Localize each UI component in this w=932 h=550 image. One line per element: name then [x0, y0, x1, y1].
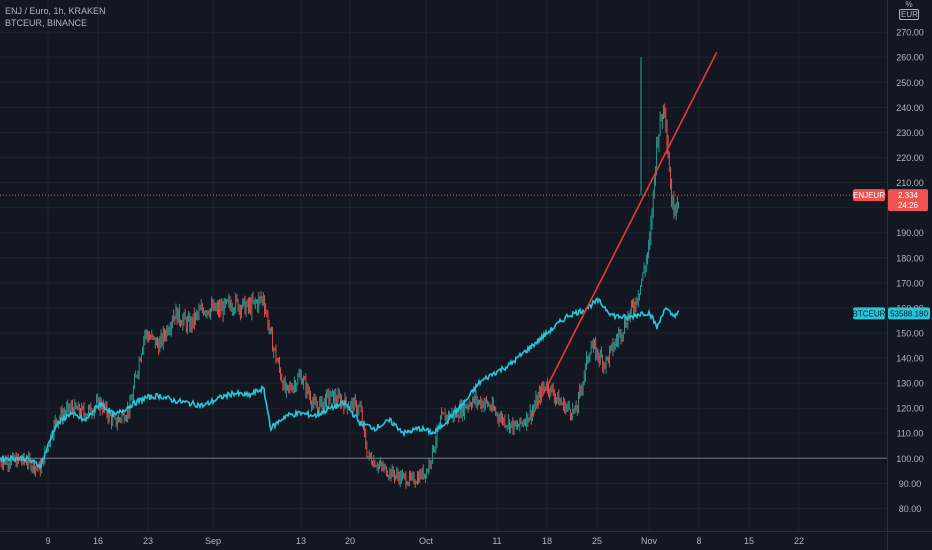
y-tick-label: 270.00 — [896, 28, 924, 38]
y-tick-label: 210.00 — [896, 178, 924, 188]
enj-countdown: 24:26 — [898, 201, 919, 210]
btc-price-value: 53588.180 — [890, 309, 928, 318]
x-tick-label: 11 — [492, 536, 501, 546]
chart-legend: ENJ / Euro, 1h, KRAKEN BTCEUR, BINANCE — [5, 5, 106, 29]
x-tick-label: 8 — [696, 536, 701, 546]
btceur-compare-line[interactable] — [0, 297, 680, 471]
y-tick-label: 90.00 — [899, 479, 922, 489]
percent-unit-label: % — [905, 0, 913, 9]
x-tick-label: 20 — [345, 536, 355, 546]
currency-unit-label: EUR — [899, 9, 919, 20]
y-tick-label: 170.00 — [896, 278, 924, 288]
y-tick-label: 140.00 — [896, 354, 924, 364]
enj-price-value: 2.334 — [898, 191, 919, 200]
y-tick-label: 180.00 — [896, 253, 924, 263]
compare-series-legend[interactable]: BTCEUR, BINANCE — [5, 18, 88, 28]
x-tick-label: 15 — [744, 536, 754, 546]
y-tick-label: 150.00 — [896, 328, 924, 338]
trendline[interactable] — [530, 51, 718, 419]
btc-price-tag — [888, 307, 930, 320]
x-tick-label: 16 — [93, 536, 103, 546]
y-tick-label: 260.00 — [896, 53, 924, 63]
enj-symbol-label: ENJEUR — [853, 191, 885, 200]
y-tick-label: 100.00 — [896, 454, 924, 464]
y-tick-label: 120.00 — [896, 404, 924, 414]
x-tick-label: 18 — [542, 536, 552, 546]
x-tick-label: 13 — [296, 536, 306, 546]
y-tick-label: 190.00 — [896, 228, 924, 238]
y-tick-label: 220.00 — [896, 153, 924, 163]
y-tick-label: 80.00 — [899, 504, 922, 514]
main-series-legend[interactable]: ENJ / Euro, 1h, KRAKEN — [5, 6, 106, 16]
scale-unit[interactable]: % EUR — [899, 0, 919, 20]
enj-price-tag — [888, 189, 928, 212]
x-tick-label: Nov — [641, 536, 658, 546]
y-tick-label: 230.00 — [896, 128, 924, 138]
x-tick-label: Oct — [419, 536, 434, 546]
x-tick-label: 23 — [143, 536, 153, 546]
x-tick-label: Sep — [205, 536, 221, 546]
y-tick-label: 130.00 — [896, 379, 924, 389]
x-tick-label: 9 — [45, 536, 50, 546]
btc-symbol-tag — [853, 307, 885, 320]
y-tick-label: 110.00 — [897, 429, 924, 439]
y-tick-label: 240.00 — [896, 103, 924, 113]
enj-symbol-tag — [853, 189, 885, 202]
x-tick-label: 25 — [592, 536, 602, 546]
y-tick-label: 250.00 — [896, 78, 924, 88]
x-tick-label: 22 — [794, 536, 804, 546]
btc-symbol-label: BTCEUR — [853, 309, 886, 318]
